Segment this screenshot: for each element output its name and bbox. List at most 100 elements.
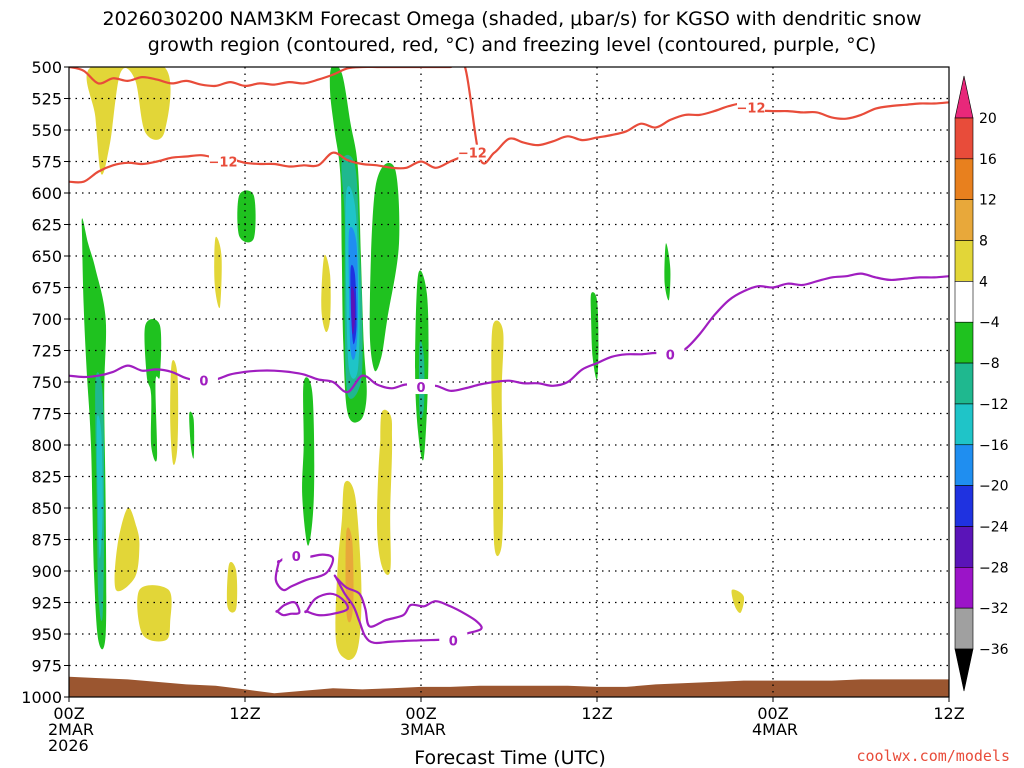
colorbar-level-label: −36	[979, 642, 1009, 658]
omega-region	[96, 415, 103, 559]
y-tick-label: 775	[31, 405, 62, 424]
colorbar-cell	[954, 485, 974, 527]
y-tick-label: 700	[31, 310, 62, 329]
dgz-lower-label-bg	[209, 153, 237, 169]
dgz-lower-label-bg	[458, 144, 487, 160]
colorbar-level-label: −28	[979, 560, 1009, 576]
colorbar-cell	[954, 199, 974, 241]
y-tick-label: 500	[31, 58, 62, 77]
freezing-loop-contour	[275, 601, 301, 617]
y-tick-label: 575	[31, 153, 62, 172]
y-tick-label: 1000	[21, 688, 62, 707]
colorbar-cell	[954, 117, 974, 160]
freezing-main-label: 0	[416, 381, 425, 396]
y-tick-label: 550	[31, 121, 62, 140]
omega-region	[86, 67, 171, 175]
y-tick-label: 925	[31, 594, 62, 613]
chart-title-line2: growth region (contoured, red, °C) and f…	[148, 34, 877, 56]
x-tick-label: 12Z	[933, 704, 964, 723]
freezing-loop-label-bg	[282, 547, 311, 563]
freezing-main-label-bg	[407, 379, 435, 395]
omega-region	[114, 507, 140, 592]
ground-layer	[69, 676, 949, 697]
y-tick-label: 800	[31, 436, 62, 455]
omega-region	[380, 409, 393, 474]
freezing-main-label-bg	[189, 372, 218, 388]
x-tick-year: 2026	[48, 736, 89, 755]
colorbar-level-label: −20	[979, 479, 1009, 495]
y-tick-label: 600	[31, 184, 62, 203]
omega-region	[214, 236, 222, 309]
colorbar-cell	[954, 240, 974, 282]
x-tick-date: 4MAR	[752, 720, 798, 739]
x-tick-label: 00Z	[405, 704, 436, 723]
grid-layer	[69, 67, 949, 697]
colorbar-cell	[954, 607, 974, 650]
colorbar-level-label: −32	[979, 601, 1009, 617]
x-tick-date: 3MAR	[400, 720, 446, 739]
omega-region	[144, 319, 162, 462]
dgz-upper-label-bg	[737, 99, 765, 115]
omega-region	[226, 562, 238, 613]
colorbar-level-label: −16	[979, 438, 1009, 454]
freezing-loop-label: 0	[292, 550, 301, 565]
omega-region	[302, 377, 315, 546]
y-tick-label: 975	[31, 657, 62, 676]
ground-surface	[69, 676, 949, 697]
freezing-loop-contour	[333, 574, 483, 645]
colorbar-level-label: 8	[979, 234, 988, 250]
omega-region	[137, 585, 172, 642]
omega-region	[321, 254, 331, 333]
omega-region	[237, 190, 256, 243]
omega-region	[351, 286, 356, 335]
colorbar-top-tip	[954, 75, 974, 119]
x-tick-label: 12Z	[229, 704, 260, 723]
freezing-main-label: 0	[199, 375, 208, 390]
x-tick-date: 2MAR	[48, 720, 94, 739]
y-tick-label: 675	[31, 279, 62, 298]
y-tick-label: 625	[31, 216, 62, 235]
colorbar-cell	[954, 158, 974, 200]
colorbar-level-label: −4	[979, 315, 1000, 331]
colorbar-cell	[954, 362, 974, 405]
omega-region	[369, 162, 400, 372]
y-tick-label: 875	[31, 531, 62, 550]
colorbar-cell	[954, 444, 974, 486]
dgz-upper-contour	[69, 67, 949, 165]
omega-region	[491, 320, 504, 557]
colorbar-bottom-tip	[954, 648, 974, 692]
omega-region	[170, 359, 179, 465]
chart-title-line1: 2026030200 NAM3KM Forecast Omega (shaded…	[102, 8, 921, 30]
y-tick-label: 850	[31, 499, 62, 518]
freezing-loop-contour	[304, 592, 350, 617]
colorbar-level-label: 4	[979, 274, 988, 290]
colorbar-cell	[954, 403, 974, 446]
freezing-main-label-bg	[656, 346, 685, 362]
y-tick-label: 950	[31, 625, 62, 644]
omega-region	[664, 243, 671, 301]
colorbar: 20 16 12 8 4 −4 −8 −12 −16 −20 −24 −28 −32 −36	[954, 75, 1009, 692]
contour-layer: −12 −12 −12 0 0 0 0 0	[69, 67, 949, 649]
y-tick-label: 525	[31, 90, 62, 109]
colorbar-level-label: −8	[979, 356, 1000, 372]
y-tick-label: 900	[31, 562, 62, 581]
y-axis: 500 525 550 575 600 625 650 675 700 725 750 775 800 8…	[21, 58, 69, 707]
colorbar-cell	[954, 321, 974, 364]
credit-link[interactable]: coolwx.com/models	[856, 747, 1010, 765]
dgz-lower-label: −12	[209, 156, 238, 171]
dgz-lower-contour	[69, 151, 466, 184]
x-axis-title: Forecast Time (UTC)	[414, 747, 605, 768]
x-tick-label: 00Z	[53, 704, 84, 723]
x-tick-label: 12Z	[581, 704, 612, 723]
colorbar-level-label: −24	[979, 519, 1009, 535]
colorbar-level-label: 12	[979, 193, 997, 209]
dgz-lower-label: −12	[458, 147, 487, 162]
y-tick-label: 825	[31, 468, 62, 487]
colorbar-level-label: −12	[979, 397, 1009, 413]
y-tick-label: 650	[31, 247, 62, 266]
omega-region	[189, 411, 195, 459]
colorbar-cell	[954, 526, 974, 568]
dgz-upper-label: −12	[737, 101, 766, 116]
colorbar-level-label: 16	[979, 152, 997, 168]
